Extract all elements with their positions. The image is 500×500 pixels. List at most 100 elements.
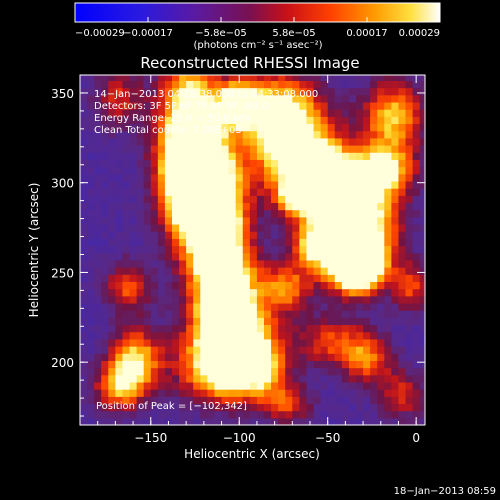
heatmap-cell: [412, 252, 421, 261]
heatmap-cell: [94, 295, 102, 304]
heatmap-cell: [186, 101, 194, 110]
heatmap-cell: [348, 410, 357, 419]
heatmap-cell: [249, 109, 258, 117]
heatmap-cell: [143, 202, 152, 211]
heatmap-cell: [398, 123, 407, 132]
heatmap-cell: [101, 381, 109, 390]
heatmap-cell: [94, 252, 102, 261]
heatmap-cell: [172, 310, 180, 318]
heatmap-cell: [327, 252, 336, 261]
heatmap-cell: [122, 80, 131, 89]
heatmap-cell: [313, 145, 322, 153]
heatmap-cell: [249, 101, 258, 110]
heatmap-cell: [94, 231, 102, 239]
heatmap-cell: [186, 374, 194, 383]
heatmap-cell: [80, 267, 88, 275]
heatmap-cell: [179, 403, 187, 412]
heatmap-cell: [299, 353, 308, 361]
heatmap-cell: [334, 259, 343, 268]
heatmap-cell: [278, 223, 286, 232]
heatmap-cell: [143, 159, 152, 168]
heatmap-cell: [150, 145, 159, 153]
heatmap-cell: [313, 360, 322, 369]
heatmap-cell: [419, 80, 425, 89]
heatmap-cell: [221, 259, 230, 268]
heatmap-cell: [398, 202, 407, 211]
heatmap-cell: [384, 381, 392, 390]
heatmap-cell: [143, 310, 152, 318]
heatmap-cell: [320, 173, 329, 182]
heatmap-cell: [256, 209, 265, 218]
heatmap-cell: [391, 331, 400, 340]
heatmap-cell: [115, 94, 124, 103]
heatmap-cell: [87, 331, 95, 340]
heatmap-cell: [108, 317, 116, 326]
heatmap-cell: [348, 245, 357, 254]
heatmap-cell: [108, 360, 116, 369]
heatmap-cell: [249, 116, 258, 125]
heatmap-cell: [278, 238, 286, 247]
heatmap-cell: [412, 245, 421, 254]
heatmap-cell: [172, 267, 180, 275]
heatmap-cell: [271, 245, 279, 254]
heatmap-cell: [377, 389, 385, 397]
heatmap-cell: [348, 267, 357, 275]
heatmap-cell: [412, 166, 421, 175]
heatmap-cell: [228, 188, 237, 196]
heatmap-cell: [143, 188, 152, 196]
heatmap-cell: [129, 346, 138, 354]
heatmap-cell: [398, 231, 407, 239]
heatmap-cell: [221, 302, 230, 311]
heatmap-cell: [186, 145, 194, 153]
heatmap-cell: [405, 331, 414, 340]
heatmap-cell: [214, 317, 223, 326]
heatmap-cell: [306, 216, 315, 225]
heatmap-cell: [391, 159, 400, 168]
heatmap-cell: [377, 202, 385, 211]
heatmap-cell: [341, 238, 350, 247]
heatmap-cell: [143, 288, 152, 297]
heatmap-cell: [320, 202, 329, 211]
heatmap-cell: [87, 381, 95, 390]
heatmap-cell: [412, 202, 421, 211]
heatmap-cell: [271, 209, 279, 218]
heatmap-cell: [136, 137, 145, 146]
heatmap-cell: [164, 75, 173, 81]
heatmap-cell: [80, 389, 88, 397]
heatmap-cell: [235, 238, 244, 247]
heatmap-cell: [207, 109, 216, 117]
heatmap-cell: [398, 94, 407, 103]
heatmap-cell: [200, 331, 208, 340]
heatmap-cell: [320, 223, 329, 232]
heatmap-cell: [278, 123, 286, 132]
heatmap-cell: [334, 374, 343, 383]
heatmap-cell: [80, 209, 88, 218]
heatmap-cell: [129, 145, 138, 153]
heatmap-cell: [186, 137, 194, 146]
heatmap-cell: [249, 180, 258, 189]
heatmap-cell: [193, 360, 201, 369]
heatmap-cell: [235, 87, 244, 96]
heatmap-cell: [285, 274, 293, 283]
heatmap-cell: [419, 137, 425, 146]
heatmap-cell: [143, 338, 152, 347]
heatmap-cell: [200, 389, 208, 397]
heatmap-cell: [384, 281, 392, 290]
heatmap-cell: [179, 202, 187, 211]
heatmap-cell: [292, 173, 300, 182]
heatmap-cell: [186, 80, 194, 89]
heatmap-cell: [370, 410, 378, 419]
heatmap-cell: [228, 87, 237, 96]
y-tick-label: 350: [51, 87, 74, 101]
heatmap-cell: [228, 137, 237, 146]
heatmap-cell: [193, 245, 201, 254]
heatmap-cell: [87, 231, 95, 239]
heatmap-cell: [200, 180, 208, 189]
heatmap-cell: [207, 245, 216, 254]
heatmap-cell: [341, 346, 350, 354]
heatmap-cell: [80, 281, 88, 290]
heatmap-cell: [242, 295, 251, 304]
heatmap-cell: [412, 209, 421, 218]
heatmap-cell: [348, 374, 357, 383]
heatmap-cell: [271, 281, 279, 290]
